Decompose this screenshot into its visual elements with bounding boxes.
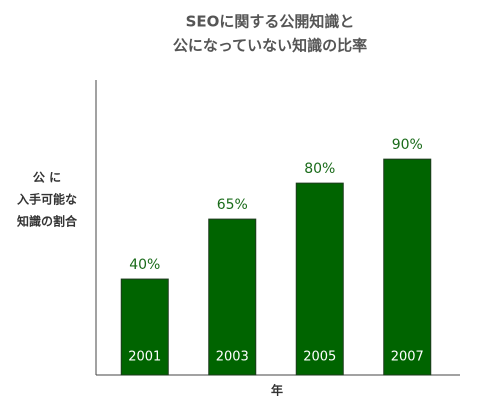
- x-tick-label: 2001: [128, 350, 161, 365]
- x-tick-label: 2003: [216, 350, 249, 365]
- value-label: 80%: [304, 161, 335, 177]
- value-label: 40%: [129, 257, 160, 273]
- y-axis-label: 入手可能な: [17, 192, 77, 207]
- y-axis-label: 公 に: [33, 171, 61, 185]
- x-axis-label: 年: [271, 383, 283, 398]
- chart-title: 公になっていない知識の比率: [173, 37, 367, 55]
- x-tick-label: 2007: [391, 350, 424, 365]
- bar: [120, 278, 169, 376]
- x-tick-label: 2005: [303, 350, 336, 365]
- bar: [208, 218, 257, 376]
- value-label: 65%: [217, 197, 248, 213]
- y-axis-label: 知識の割合: [16, 214, 78, 229]
- chart-title: SEOに関する公開知識と: [186, 13, 355, 31]
- value-label: 90%: [392, 137, 423, 153]
- bar: [383, 158, 432, 376]
- bar: [295, 182, 344, 376]
